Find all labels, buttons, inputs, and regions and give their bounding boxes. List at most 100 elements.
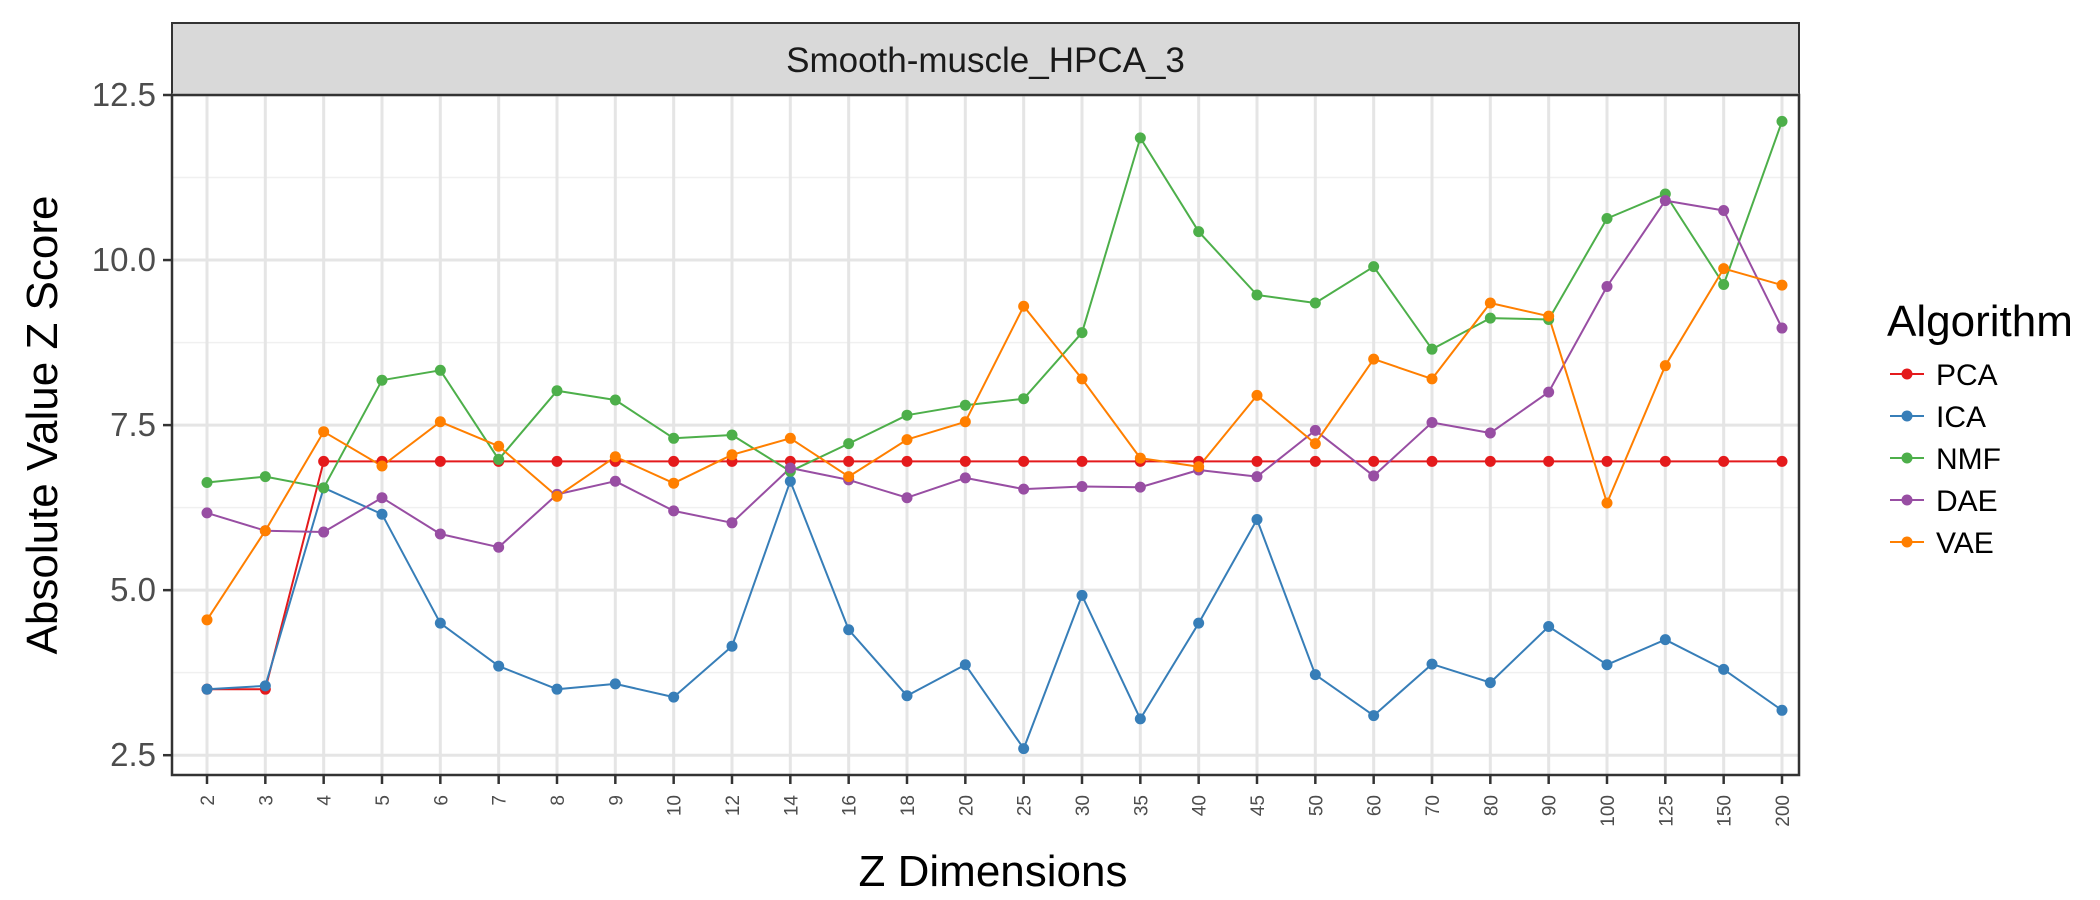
data-point-vae: [1426, 373, 1438, 385]
data-point-ica: [1543, 620, 1555, 632]
series-points: [201, 115, 1788, 755]
data-point-pca: [1484, 455, 1496, 467]
data-point-dae: [1251, 471, 1263, 483]
data-point-pca: [318, 455, 330, 467]
data-point-ica: [1426, 658, 1438, 670]
data-point-ica: [259, 680, 271, 692]
data-point-ica: [726, 640, 738, 652]
data-point-nmf: [959, 399, 971, 411]
data-point-dae: [1076, 480, 1088, 492]
panel-border: [170, 93, 1801, 777]
data-point-dae: [1659, 195, 1671, 207]
x-tick-label: 2: [198, 795, 219, 806]
data-point-vae: [959, 416, 971, 428]
data-point-dae: [1368, 470, 1380, 482]
data-point-pca: [1251, 455, 1263, 467]
data-point-pca: [1076, 455, 1088, 467]
data-point-dae: [1484, 427, 1496, 439]
data-point-dae: [1718, 205, 1730, 217]
y-tick-label: 2.5: [110, 736, 156, 773]
data-point-vae: [1251, 389, 1263, 401]
y-axis-title: Absolute Value Z Score: [18, 196, 67, 655]
x-tick-label: 30: [1073, 795, 1094, 816]
y-axis: 2.5 5.0 7.5 10.0 12.5: [92, 76, 172, 773]
data-point-vae: [1718, 263, 1730, 275]
data-point-vae: [1543, 310, 1555, 322]
data-point-ica: [901, 690, 913, 702]
data-point-nmf: [259, 471, 271, 483]
facet-strip: [171, 22, 1800, 96]
data-point-nmf: [1426, 343, 1438, 355]
x-tick-label: 9: [606, 795, 627, 806]
data-point-pca: [1718, 455, 1730, 467]
x-tick-label: 150: [1715, 795, 1736, 827]
data-point-vae: [901, 434, 913, 446]
data-point-nmf: [551, 385, 563, 397]
data-point-dae: [726, 517, 738, 529]
data-point-vae: [318, 426, 330, 438]
data-point-ica: [959, 659, 971, 671]
data-point-pca: [1601, 455, 1613, 467]
data-point-nmf: [1309, 297, 1321, 309]
legend-label-vae: VAE: [1936, 527, 1994, 560]
data-point-vae: [1134, 452, 1146, 464]
data-point-nmf: [668, 432, 680, 444]
x-axis-title: Z Dimensions: [859, 847, 1128, 896]
x-tick-label: 90: [1540, 795, 1561, 816]
legend-label-nmf: NMF: [1936, 443, 2001, 476]
data-point-ica: [668, 691, 680, 703]
data-point-vae: [1601, 497, 1613, 509]
data-point-dae: [376, 492, 388, 504]
data-point-pca: [434, 455, 446, 467]
data-point-pca: [1659, 455, 1671, 467]
legend-key-point-nmf: [1901, 452, 1913, 464]
data-point-dae: [609, 475, 621, 487]
legend-key-point-ica: [1901, 410, 1913, 422]
legend-key-point-dae: [1901, 494, 1913, 506]
data-point-nmf: [1484, 312, 1496, 324]
data-point-pca: [1309, 455, 1321, 467]
data-point-ica: [1251, 514, 1263, 526]
data-point-pca: [901, 455, 913, 467]
x-tick-label: 50: [1306, 795, 1327, 816]
x-tick-label: 18: [898, 795, 919, 816]
x-tick-label: 3: [256, 795, 277, 806]
data-point-vae: [259, 525, 271, 537]
data-point-dae: [668, 505, 680, 517]
data-point-dae: [959, 472, 971, 484]
x-tick-label: 16: [840, 795, 861, 816]
series-line-nmf: [206, 121, 1783, 489]
x-tick-label: 6: [431, 795, 452, 806]
data-point-dae: [901, 492, 913, 504]
data-point-vae: [1776, 279, 1788, 291]
data-point-vae: [1368, 353, 1380, 365]
x-tick-label: 4: [315, 795, 336, 806]
x-tick-label: 80: [1481, 795, 1502, 816]
x-tick-label: 70: [1423, 795, 1444, 816]
data-point-vae: [434, 416, 446, 428]
data-point-pca: [1368, 455, 1380, 467]
data-point-vae: [1076, 373, 1088, 385]
series-lines: [206, 121, 1783, 750]
x-tick-label: 8: [548, 795, 569, 806]
data-point-ica: [1134, 713, 1146, 725]
data-point-ica: [1659, 634, 1671, 646]
series-line-dae: [206, 199, 1783, 549]
data-point-pca: [1426, 455, 1438, 467]
data-point-dae: [1134, 481, 1146, 493]
data-point-ica: [1601, 659, 1613, 671]
data-point-pca: [1018, 455, 1030, 467]
x-tick-label: 5: [373, 795, 394, 806]
legend-key-point-vae: [1901, 536, 1913, 548]
data-point-dae: [784, 462, 796, 474]
legend-label-ica: ICA: [1936, 401, 1986, 434]
data-point-nmf: [318, 482, 330, 494]
data-point-nmf: [843, 438, 855, 450]
data-point-nmf: [1718, 278, 1730, 290]
data-point-nmf: [201, 477, 213, 489]
data-point-ica: [1484, 677, 1496, 689]
series-line-vae: [206, 267, 1783, 621]
grid-minor: [172, 176, 1799, 674]
data-point-ica: [1018, 743, 1030, 755]
data-point-vae: [726, 449, 738, 461]
